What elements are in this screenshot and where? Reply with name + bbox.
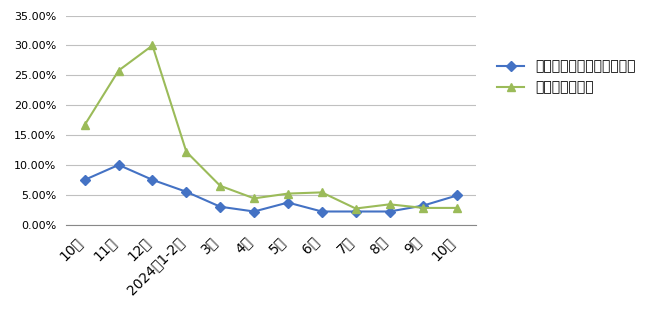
餐饮收入增长率 <box>385 202 393 206</box>
社会消费品零售总额增长率 <box>318 210 326 213</box>
社会消费品零售总额增长率 <box>284 201 292 204</box>
社会消费品零售总额增长率 <box>149 178 157 182</box>
餐饮收入增长率 <box>420 206 428 210</box>
Line: 社会消费品零售总额增长率: 社会消费品零售总额增长率 <box>81 161 461 215</box>
餐饮收入增长率 <box>114 69 122 72</box>
社会消费品零售总额增长率 <box>182 190 190 194</box>
餐饮收入增长率 <box>216 184 224 188</box>
社会消费品零售总额增长率 <box>420 204 428 207</box>
餐饮收入增长率 <box>81 123 89 127</box>
餐饮收入增长率 <box>453 206 461 210</box>
餐饮收入增长率 <box>182 150 190 154</box>
餐饮收入增长率 <box>284 192 292 195</box>
餐饮收入增长率 <box>352 207 360 210</box>
社会消费品零售总额增长率 <box>385 210 393 213</box>
餐饮收入增长率 <box>250 197 258 200</box>
社会消费品零售总额增长率 <box>250 210 258 213</box>
社会消费品零售总额增长率 <box>352 210 360 213</box>
社会消费品零售总额增长率 <box>81 178 89 182</box>
社会消费品零售总额增长率 <box>216 205 224 209</box>
餐饮收入增长率 <box>149 44 157 47</box>
社会消费品零售总额增长率 <box>114 163 122 167</box>
Legend: 社会消费品零售总额增长率, 餐饮收入增长率: 社会消费品零售总额增长率, 餐饮收入增长率 <box>491 54 642 100</box>
社会消费品零售总额增长率 <box>453 193 461 197</box>
餐饮收入增长率 <box>318 191 326 194</box>
Line: 餐饮收入增长率: 餐饮收入增长率 <box>81 41 461 213</box>
